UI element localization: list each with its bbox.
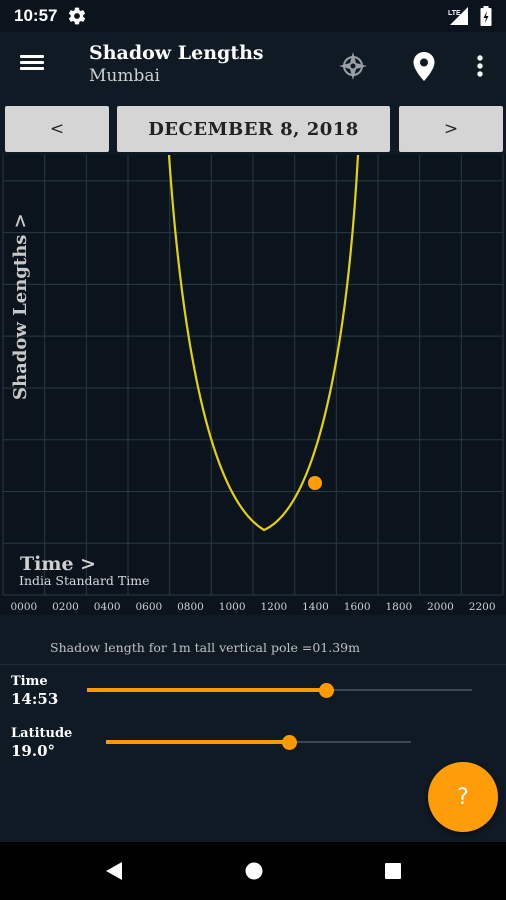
time-slider-fill — [87, 688, 326, 692]
x-tick-label: 0600 — [135, 601, 162, 613]
previous-date-button[interactable]: < — [5, 106, 109, 152]
x-tick-label: 1600 — [344, 601, 371, 613]
next-date-button[interactable]: > — [399, 106, 503, 152]
latitude-label: Latitude — [11, 726, 73, 741]
system-navigation-bar — [0, 842, 506, 900]
status-right: LTE — [446, 6, 492, 26]
x-tick-label: 1200 — [260, 601, 287, 613]
status-bar: 10:57 LTE — [0, 0, 506, 32]
time-slider[interactable] — [87, 680, 472, 700]
x-axis-label: Time > — [20, 553, 97, 575]
compass-icon[interactable] — [337, 50, 369, 82]
recents-nav-icon[interactable] — [382, 860, 404, 882]
current-time-marker — [308, 476, 322, 490]
settings-gear-icon — [69, 7, 86, 25]
app-bar: Shadow Lengths Mumbai — [0, 32, 506, 100]
time-slider-thumb[interactable] — [318, 683, 334, 698]
chart-plot: 0000 0200 0400 0600 0800 1000 1200 1400 1600 1800… — [2, 155, 504, 613]
time-label: Time — [11, 674, 48, 689]
battery-icon — [480, 6, 492, 26]
x-tick-label: 1000 — [219, 601, 246, 613]
chart-grid — [2, 155, 504, 596]
menu-icon[interactable] — [20, 52, 50, 80]
network-type: LTE — [448, 10, 461, 17]
date-navigation: < DECEMBER 8, 2018 > — [0, 106, 506, 152]
latitude-value: 19.0° — [11, 742, 56, 760]
help-fab-button[interactable]: ? — [428, 762, 498, 832]
x-tick-label: 1800 — [385, 601, 412, 613]
x-tick-label: 0400 — [94, 601, 121, 613]
x-axis-sublabel: India Standard Time — [19, 573, 150, 588]
x-tick-label: 2000 — [427, 601, 454, 613]
signal-icon: LTE — [448, 7, 468, 25]
location-pin-icon[interactable] — [408, 50, 440, 82]
latitude-slider-thumb[interactable] — [282, 735, 297, 750]
divider — [0, 664, 506, 665]
shadow-length-chart[interactable]: 0000 0200 0400 0600 0800 1000 1200 1400 1600 1800… — [0, 155, 506, 615]
latitude-slider-fill — [106, 740, 289, 744]
shadow-length-info: Shadow length for 1m tall vertical pole … — [50, 640, 360, 655]
x-tick-label: 0000 — [10, 601, 37, 613]
home-nav-icon[interactable] — [243, 860, 265, 882]
x-tick-label: 0800 — [177, 601, 204, 613]
back-nav-icon[interactable] — [103, 860, 125, 882]
location-subtitle: Mumbai — [89, 66, 160, 86]
time-value: 14:53 — [11, 690, 59, 708]
app-title: Shadow Lengths — [89, 42, 264, 64]
more-vert-icon[interactable] — [464, 50, 496, 82]
y-axis-label: Shadow Lengths > — [10, 213, 31, 400]
x-tick-label: 0200 — [52, 601, 79, 613]
date-button[interactable]: DECEMBER 8, 2018 — [117, 106, 390, 152]
status-time: 10:57 — [14, 6, 58, 25]
x-tick-label: 2200 — [469, 601, 496, 613]
shadow-curve — [167, 155, 360, 532]
x-tick-labels: 0000 0200 0400 0600 0800 1000 1200 1400 1600 1800… — [10, 601, 495, 613]
x-tick-label: 1400 — [302, 601, 329, 613]
latitude-slider[interactable] — [106, 732, 411, 752]
